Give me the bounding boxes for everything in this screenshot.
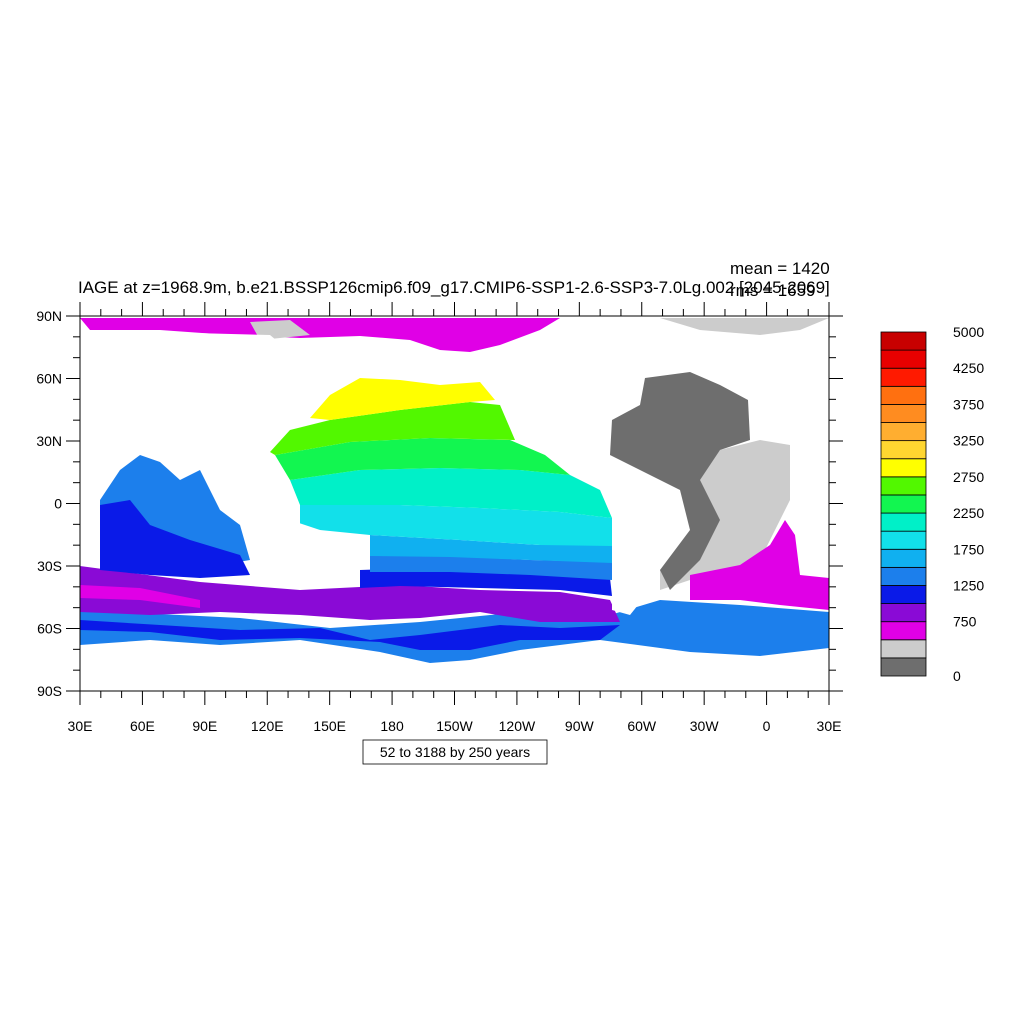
- lon-tick-label: 30E: [68, 718, 93, 734]
- region-north-pacific-a: [275, 438, 570, 480]
- colorbar-swatch: [880, 404, 927, 423]
- lat-tick-label: 30S: [37, 558, 62, 574]
- region-arctic-grey: [250, 318, 829, 340]
- contour-info-box: 52 to 3188 by 250 years: [362, 739, 548, 765]
- region-south-indian-strip: [80, 585, 200, 608]
- lat-tick-label: 60S: [37, 621, 62, 637]
- lon-tick-label: 90W: [565, 718, 595, 734]
- lon-tick-label: 60E: [130, 718, 155, 734]
- colorbar-label: 4250: [953, 360, 984, 376]
- colorbar-swatch: [880, 349, 927, 369]
- mean-label: mean = 1420: [730, 259, 830, 278]
- lat-tick-label: 0: [54, 496, 62, 512]
- region-south-pacific-1: [370, 555, 612, 580]
- lon-tick-label: 120E: [251, 718, 284, 734]
- colorbar-swatch: [880, 621, 927, 641]
- region-equatorial-pacific: [290, 468, 612, 518]
- region-subpolar-pacific: [310, 378, 495, 420]
- colorbar-swatch: [880, 512, 927, 532]
- colorbar-label: 750: [953, 614, 977, 630]
- region-indian-south: [100, 500, 250, 578]
- colorbar-swatch: [880, 530, 927, 550]
- colorbar-swatch: [880, 494, 927, 514]
- lon-tick-label: 30E: [817, 718, 842, 734]
- region-north-pacific-b: [270, 402, 515, 455]
- land-australia: [250, 520, 340, 582]
- lat-tick-label: 30N: [36, 433, 62, 449]
- colorbar-swatch: [880, 476, 927, 496]
- colorbar-label: 3750: [953, 396, 984, 412]
- colorbar-swatch: [880, 458, 927, 478]
- lon-tick-label: 120W: [499, 718, 536, 734]
- contour-info-text: 52 to 3188 by 250 years: [380, 744, 530, 760]
- colorbar-label: 2250: [953, 505, 984, 521]
- region-western-atlantic: [610, 372, 750, 590]
- lat-tick-label: 60N: [36, 371, 62, 387]
- region-south-pacific-3: [300, 505, 612, 546]
- lat-tick-label: 90S: [37, 683, 62, 699]
- region-south-pacific-2: [370, 535, 612, 563]
- lat-tick-label: 90N: [36, 308, 62, 324]
- colorbar-swatch: [880, 385, 927, 405]
- colorbar-label: 3250: [953, 433, 984, 449]
- land-south-america: [612, 510, 660, 615]
- colorbar-swatch: [880, 566, 927, 586]
- colorbar-label: 1250: [953, 577, 984, 593]
- colorbar-swatch: [880, 422, 927, 442]
- colorbar-swatch: [880, 440, 927, 460]
- map-area: 90N 60N 30N 0 30S 60S 90S 30E 60E 90E 120E 150E 180…: [36, 302, 843, 734]
- lon-tick-label: 180: [380, 718, 404, 734]
- colorbar-swatch: [880, 331, 927, 351]
- colorbar: 0 750 1250 1750 2250 2750 3250 3750 4250 5000: [880, 324, 984, 684]
- land-africa-asia: [80, 330, 300, 500]
- region-southern-inner: [80, 620, 620, 650]
- colorbar-label: 0: [953, 668, 961, 684]
- lon-tick-label: 150E: [313, 718, 346, 734]
- colorbar-swatch: [880, 548, 927, 568]
- colorbar-swatch: [880, 603, 927, 623]
- ocean-field: [80, 318, 829, 663]
- colorbar-label: 1750: [953, 541, 984, 557]
- lon-tick-label: 150W: [436, 718, 473, 734]
- lon-tick-label: 30W: [690, 718, 720, 734]
- colorbar-swatch: [880, 639, 927, 659]
- lon-tick-label: 60W: [627, 718, 657, 734]
- lon-tick-label: 90E: [192, 718, 217, 734]
- colorbar-swatch: [880, 367, 927, 387]
- rms-label: rms = 1659: [730, 281, 816, 300]
- region-arctic: [80, 318, 560, 352]
- lon-tick-label: 0: [763, 718, 771, 734]
- colorbar-swatch: [880, 585, 927, 604]
- longitude-axis: 30E 60E 90E 120E 150E 180 150W 120W 90W 60W 30W 0 30…: [68, 302, 842, 734]
- region-circumpolar-core: [80, 566, 620, 622]
- latitude-axis: 90N 60N 30N 0 30S 60S 90S: [36, 308, 843, 699]
- colorbar-swatch: [880, 657, 927, 677]
- plot-title: IAGE at z=1968.9m, b.e21.BSSP126cmip6.f0…: [78, 278, 830, 297]
- colorbar-label: 2750: [953, 469, 984, 485]
- colorbar-label: 5000: [953, 324, 984, 340]
- region-south-atlantic: [690, 520, 829, 610]
